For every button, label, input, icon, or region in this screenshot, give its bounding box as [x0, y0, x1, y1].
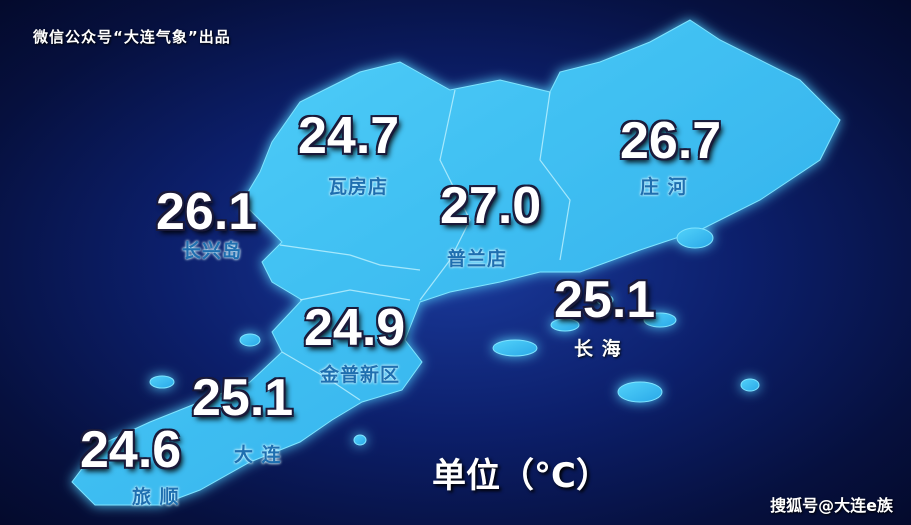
temp-zhuanghe: 26.7	[620, 112, 722, 170]
label-changxingdao: 长兴岛	[182, 240, 243, 262]
temp-jinpu: 24.9	[304, 299, 406, 357]
credit-text: 微信公众号“大连气象”出品	[33, 28, 231, 46]
temp-dalian: 25.1	[192, 369, 294, 427]
label-pulandian: 普兰店	[447, 248, 508, 270]
temp-changxingdao: 26.1	[156, 183, 258, 241]
island	[617, 381, 663, 403]
island	[492, 339, 538, 357]
label-jinpu: 金普新区	[320, 364, 401, 386]
island	[550, 318, 580, 332]
label-lushun: 旅 顺	[132, 486, 180, 508]
temp-pulandian: 27.0	[440, 177, 542, 235]
temp-lushun: 24.6	[80, 421, 182, 479]
label-dalian: 大 连	[234, 444, 282, 466]
district-borders	[279, 89, 571, 401]
island	[239, 333, 261, 347]
island	[353, 434, 367, 446]
unit-label: 单位（°C）	[432, 456, 610, 496]
label-wafangdian: 瓦房店	[328, 176, 389, 198]
label-changhai: 长 海	[574, 338, 622, 360]
mainland	[71, 19, 841, 506]
island	[596, 294, 614, 306]
island	[149, 375, 175, 389]
watermark: 搜狐号@大连e族	[770, 496, 893, 515]
island	[740, 378, 760, 392]
temp-wafangdian: 24.7	[298, 107, 400, 165]
label-zhuanghe: 庄 河	[640, 176, 688, 198]
temp-changhai: 25.1	[554, 271, 656, 329]
island	[676, 227, 714, 249]
island	[643, 312, 677, 328]
